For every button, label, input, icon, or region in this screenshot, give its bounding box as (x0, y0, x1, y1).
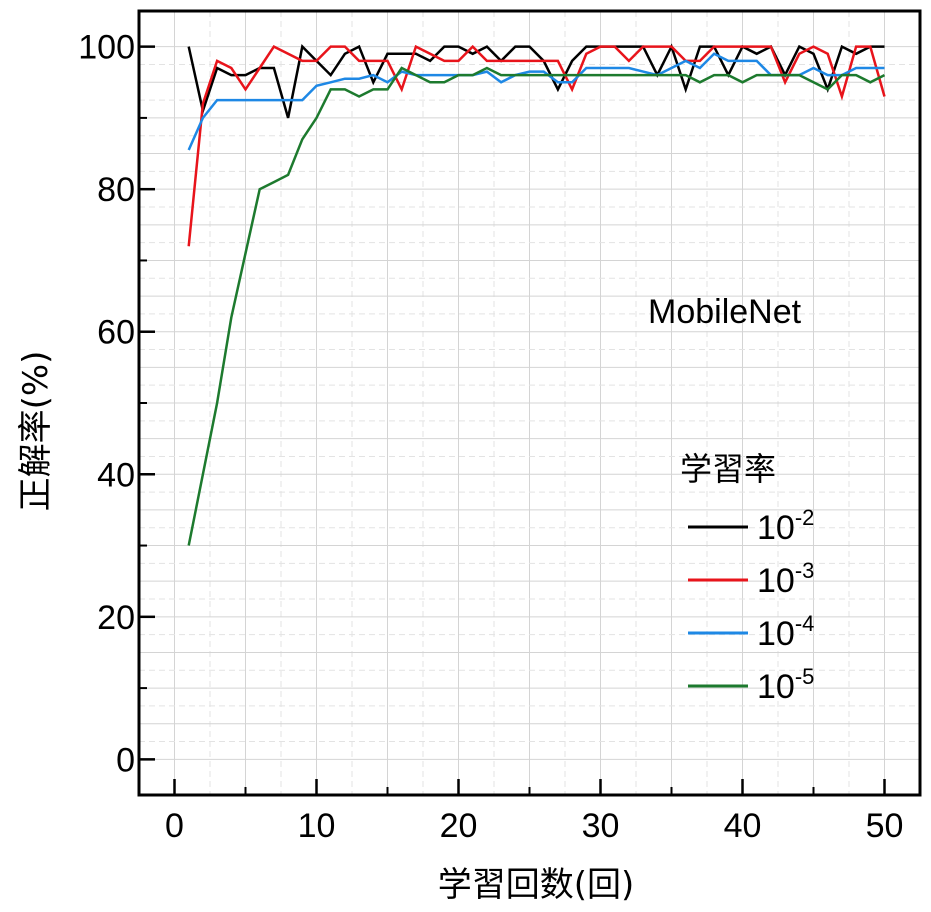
series-line--5 (187, 66, 886, 546)
tick-labels: 0 10 20 30 40 50 0 20 40 60 80 100 (78, 29, 903, 845)
legend-title: 学習率 (680, 450, 776, 488)
x-tick-label: 0 (165, 807, 184, 845)
y-tick-label: 60 (97, 314, 135, 352)
y-tick-label: 40 (97, 456, 135, 494)
y-tick-label: 20 (97, 599, 135, 637)
legend: 学習率 10-2 10-3 10-4 10-5 (680, 450, 814, 706)
x-tick-label: 30 (582, 807, 620, 845)
grid (139, 11, 920, 795)
series-line--4 (187, 52, 885, 151)
legend-label: 10-2 (757, 505, 814, 547)
legend-label: 10-5 (757, 664, 814, 706)
x-tick-label: 10 (298, 807, 336, 845)
y-tick-label: 0 (116, 741, 135, 779)
x-tick-label: 40 (724, 807, 762, 845)
series-lines (187, 43, 886, 546)
legend-label: 10-3 (757, 558, 814, 600)
legend-label: 10-4 (757, 611, 814, 653)
y-axis-label: 正解率(%) (16, 351, 56, 512)
y-tick-label: 80 (97, 171, 135, 209)
x-tick-label: 20 (440, 807, 478, 845)
series-line--3 (187, 44, 886, 247)
y-tick-label: 100 (78, 29, 135, 67)
x-tick-label: 50 (866, 807, 904, 845)
axis-ticks (139, 45, 886, 795)
chart-annotation: MobileNet (648, 293, 802, 331)
x-axis-label: 学習回数(回) (438, 865, 635, 905)
